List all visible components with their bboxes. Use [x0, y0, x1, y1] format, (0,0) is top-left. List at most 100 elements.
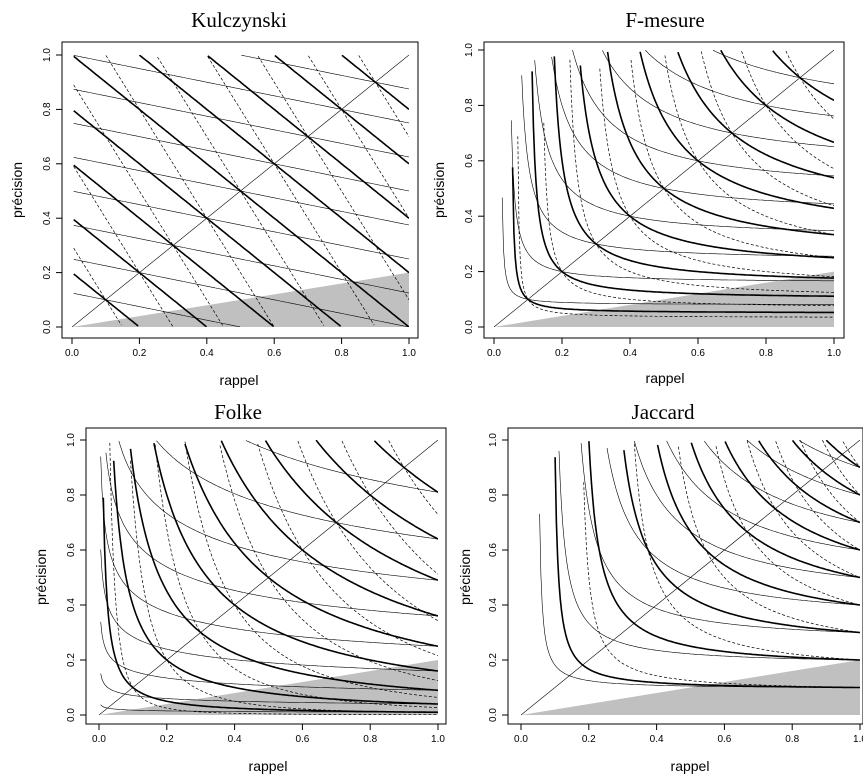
y-tick-label: 0.4: [66, 598, 77, 612]
iso-curve-0.1: [102, 497, 438, 714]
x-tick-label: 0.4: [623, 348, 637, 359]
iso-curve-thin-0.7: [704, 440, 860, 523]
plot-area: [521, 440, 860, 715]
iso-curve-0.2: [531, 71, 834, 297]
x-tick-label: 0.6: [295, 734, 309, 745]
iso-curve-dashed-0.6: [257, 443, 438, 656]
iso-curve-thin-0.2: [73, 259, 409, 327]
x-tick-label: 0.4: [228, 734, 242, 745]
y-tick-label: 1.0: [464, 43, 475, 57]
panel-title: Kulczynski: [191, 8, 287, 32]
iso-curve-thin-0.9: [241, 55, 409, 90]
iso-curve-dashed-0.7: [257, 56, 409, 300]
y-tick-label: 0.8: [42, 102, 53, 116]
axes-frame: [85, 427, 447, 725]
y-tick-label: 0.2: [464, 264, 475, 278]
x-tick-label: 0.0: [65, 348, 79, 359]
panel-title: Folke: [214, 400, 262, 424]
iso-curve-dashed-0.2: [73, 166, 174, 327]
iso-curve-0.6: [724, 441, 860, 551]
iso-curve-dashed-0.4: [184, 441, 438, 698]
iso-curve-0.8: [791, 440, 860, 496]
x-tick-label: 0.8: [785, 734, 799, 745]
x-tick-label: 0.6: [691, 348, 705, 359]
y-tick-label: 0.6: [488, 543, 499, 557]
iso-curve-dashed-0.4: [105, 55, 274, 327]
axes-frame: [507, 427, 863, 725]
x-tick-label: 0.2: [582, 734, 596, 745]
y-axis-label: précision: [9, 162, 25, 218]
iso-curve-thin-0.6: [666, 440, 860, 551]
iso-curve-dashed-0.7: [799, 440, 860, 523]
iso-curve-0.2: [588, 441, 860, 661]
iso-curve-dashed-0.3: [569, 59, 834, 293]
iso-curve-0.9: [341, 55, 409, 111]
iso-curve-thin-0.5: [551, 56, 834, 205]
iso-curve-thin-0.4: [100, 549, 438, 672]
iso-curve-dashed-0.4: [715, 446, 860, 606]
y-tick-label: 0.8: [464, 98, 475, 112]
y-tick-label: 0.4: [488, 598, 499, 612]
iso-curve-thin-0.2: [511, 120, 834, 282]
iso-curve-thin-0.3: [580, 443, 860, 633]
iso-curve-dashed-0.8: [741, 50, 834, 170]
axes-frame: [61, 41, 419, 339]
iso-curve-thin-0.2: [558, 450, 860, 661]
iso-curve-thin-0.9: [712, 50, 834, 85]
iso-curve-0.7: [264, 440, 438, 582]
iso-curve-dashed-0.5: [157, 56, 325, 326]
iso-curve-dashed-0.3: [154, 444, 438, 708]
iso-curve-thin-0.8: [156, 440, 438, 540]
iso-curve-dashed-0.8: [822, 440, 860, 496]
iso-curve-0.4: [579, 65, 834, 259]
x-tick-label: 1.0: [431, 734, 445, 745]
iso-curve-dashed-0.7: [297, 440, 438, 621]
iso-curve-dashed-0.2: [543, 122, 834, 307]
iso-curve-0.9: [772, 50, 834, 102]
shaded-region: [521, 660, 860, 715]
iso-curve-thin-0.1: [501, 197, 834, 305]
y-tick-label: 0.0: [464, 320, 475, 334]
panel-folke: Folke rappel précision 0.0 0.2 0.4 0.6 0.8 1.…: [33, 400, 447, 774]
y-tick-label: 0.0: [42, 320, 53, 334]
plot-area: [99, 440, 438, 715]
iso-curve-dashed-0.3: [678, 446, 860, 633]
iso-curve-thin-0.5: [100, 456, 438, 647]
x-axis-label: rappel: [220, 372, 259, 388]
iso-curve-0.5: [184, 443, 438, 648]
shaded-region: [494, 271, 834, 327]
x-tick-label: 0.0: [92, 734, 106, 745]
x-axis-label: rappel: [249, 758, 288, 774]
iso-curve-0.2: [73, 218, 208, 327]
iso-curve-thin-0.4: [534, 60, 834, 231]
x-tick-label: 1.0: [402, 348, 416, 359]
iso-curve-dashed-0.8: [341, 440, 438, 575]
x-axis-label: rappel: [646, 370, 685, 386]
iso-curve-0.8: [274, 55, 409, 165]
iso-curve-dashed-0.9: [388, 440, 438, 515]
y-axis-label: précision: [431, 162, 447, 218]
iso-curve-0.6: [220, 440, 438, 617]
iso-curve-0.4: [153, 443, 438, 672]
iso-curve-0.9: [373, 440, 438, 493]
iso-curve-dashed-0.1: [73, 247, 122, 326]
shaded-region: [99, 660, 438, 715]
iso-curve-dashed-0.5: [746, 440, 860, 578]
y-tick-label: 0.2: [488, 653, 499, 667]
iso-curve-dashed-0.2: [130, 460, 438, 714]
x-tick-label: 0.4: [650, 734, 664, 745]
iso-curve-0.8: [315, 440, 438, 540]
panel-jaccard: Jaccard rappel précision 0.0 0.2 0.4 0.6 0.8…: [457, 400, 863, 774]
y-tick-label: 0.6: [42, 156, 53, 170]
iso-curve-thin-0.4: [606, 447, 860, 606]
y-tick-label: 1.0: [42, 48, 53, 62]
iso-curve-dashed-0.9: [785, 50, 834, 120]
iso-curve-0.7: [677, 51, 834, 179]
iso-curve-thin-0.8: [73, 55, 409, 124]
iso-curve-0.4: [656, 444, 860, 606]
iso-curve-0.1: [73, 273, 139, 327]
iso-curve-thin-0.3: [521, 75, 834, 257]
iso-curve-dashed-0.4: [599, 68, 834, 277]
iso-curve-dashed-0.1: [109, 442, 438, 715]
y-axis-label: précision: [457, 549, 473, 605]
